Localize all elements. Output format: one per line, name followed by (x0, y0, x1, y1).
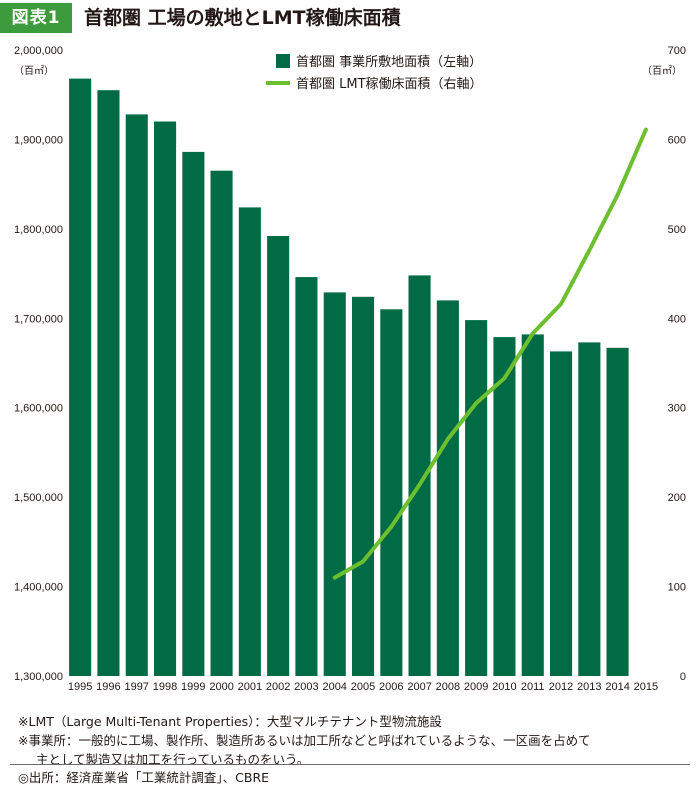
bar-2001 (238, 207, 261, 676)
x-tick-label: 1998 (153, 681, 177, 693)
line-series (332, 127, 648, 580)
x-axis: 1995 1996 1997 1998 1999 2000 2001 2002 2003 2004… (68, 681, 658, 693)
left-tick-label: 1,900,000 (14, 134, 63, 146)
bar-2014 (606, 347, 629, 676)
right-tick-label: 0 (680, 671, 686, 683)
legend-bar-swatch (276, 54, 290, 68)
right-tick-label: 300 (668, 403, 686, 415)
bar-2002 (267, 236, 290, 676)
notes: ※LMT（Large Multi-Tenant Properties）：大型マル… (18, 712, 690, 769)
bar-2013 (578, 342, 601, 676)
bar-2004 (323, 292, 346, 676)
source-note: ◎出所：経済産業省「工業統計調査」、CBRE (18, 770, 270, 785)
bar-2003 (295, 277, 318, 676)
bar-2008 (436, 300, 459, 676)
x-tick-label: 2010 (492, 681, 516, 693)
right-tick-label: 600 (668, 134, 686, 146)
figure-label: 図表1 (0, 3, 72, 33)
bar-1999 (182, 151, 205, 676)
left-tick-label: 1,400,000 (14, 582, 63, 594)
bar-2007 (408, 275, 431, 676)
x-tick-label: 1995 (68, 681, 92, 693)
x-tick-label: 2006 (379, 681, 403, 693)
right-tick-label: 400 (668, 313, 686, 325)
note-jigyosho: ※事業所：一般的に工場、製作所、製造所あるいは加工所などと呼ばれているような、一… (18, 733, 591, 748)
x-tick-label: 2009 (464, 681, 488, 693)
divider (10, 764, 690, 765)
right-tick-label: 700 (668, 45, 686, 57)
x-tick-label: 2015 (634, 681, 658, 693)
bar-1997 (125, 114, 148, 676)
bar-2005 (352, 296, 375, 676)
left-tick-label: 2,000,000 (14, 45, 63, 57)
bar-2006 (380, 309, 403, 676)
bar-1998 (154, 121, 177, 676)
x-tick-label: 2004 (322, 681, 346, 693)
bar-series (69, 78, 629, 677)
x-tick-label: 2003 (294, 681, 318, 693)
x-tick-label: 2002 (266, 681, 290, 693)
lmt-line (332, 127, 648, 580)
x-tick-label: 2014 (605, 681, 629, 693)
left-tick-label: 1,800,000 (14, 224, 63, 236)
left-tick-label: 1,300,000 (14, 671, 63, 683)
left-tick-label: 1,500,000 (14, 492, 63, 504)
note-lmt: ※LMT（Large Multi-Tenant Properties）：大型マル… (18, 714, 442, 729)
figure-header: 図表1 首都圏 工場の敷地とLMT稼働床面積 (0, 0, 700, 40)
note-jigyosho-cont: 主として製造又は加工を行っているものをいう。 (36, 752, 310, 767)
x-tick-label: 2013 (577, 681, 601, 693)
right-tick-label: 200 (668, 492, 686, 504)
x-tick-label: 2001 (238, 681, 262, 693)
x-tick-label: 2005 (351, 681, 375, 693)
bar-1995 (69, 78, 92, 677)
bar-1996 (97, 90, 120, 676)
x-tick-label: 1996 (96, 681, 120, 693)
right-tick-label: 100 (668, 582, 686, 594)
left-tick-label: 1,700,000 (14, 313, 63, 325)
right-axis: 0 100 200 300 400 500 600 700 (668, 45, 686, 683)
legend-bar-label: 首都圏 事業所敷地面積（左軸） (296, 54, 482, 70)
bar-2010 (493, 337, 516, 676)
left-axis-unit: （百㎡） (14, 65, 54, 77)
right-axis-unit: （百㎡） (642, 65, 682, 77)
left-axis: 1,300,000 1,400,000 1,500,000 1,600,000 1,70… (14, 45, 63, 683)
x-tick-label: 2012 (549, 681, 573, 693)
x-tick-label: 2008 (436, 681, 460, 693)
chart: 1,300,000 1,400,000 1,500,000 1,600,000 1,70… (14, 45, 686, 693)
x-tick-label: 2007 (407, 681, 431, 693)
right-tick-label: 500 (668, 224, 686, 236)
x-tick-label: 1999 (181, 681, 205, 693)
figure-title: 首都圏 工場の敷地とLMT稼働床面積 (84, 7, 401, 29)
bar-2012 (550, 351, 573, 676)
legend-line-label: 首都圏 LMT稼働床面積（右軸） (296, 77, 483, 92)
bar-2000 (210, 170, 233, 676)
x-tick-label: 2011 (521, 681, 545, 693)
x-tick-label: 2000 (209, 681, 233, 693)
x-tick-label: 1997 (124, 681, 148, 693)
bar-2009 (465, 320, 488, 676)
legend: 首都圏 事業所敷地面積（左軸） 首都圏 LMT稼働床面積（右軸） (266, 54, 483, 92)
left-tick-label: 1,600,000 (14, 403, 63, 415)
bar-2011 (521, 334, 544, 676)
